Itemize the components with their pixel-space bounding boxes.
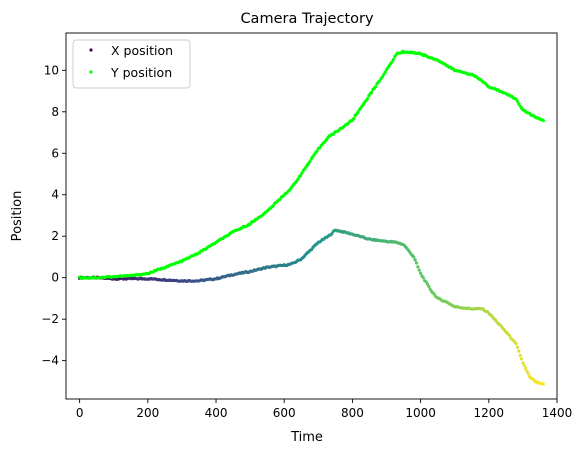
data-point [422, 276, 425, 279]
data-point [508, 334, 511, 337]
y-tick-label: −2 [41, 312, 59, 326]
legend-label-x-position: X position [111, 43, 173, 58]
x-tick-label: 400 [205, 406, 228, 420]
data-point [412, 256, 415, 259]
data-point [427, 285, 430, 288]
x-tick-label: 1000 [405, 406, 436, 420]
y-tick-label: 0 [51, 271, 59, 285]
y-tick-label: 8 [51, 105, 59, 119]
data-point [416, 265, 419, 268]
y-tick-label: 2 [51, 229, 59, 243]
data-point [517, 350, 520, 353]
data-point [374, 85, 377, 88]
y-tick-label: 6 [51, 146, 59, 160]
data-point [542, 382, 545, 385]
chart-title: Camera Trajectory [240, 11, 374, 27]
legend-label-y-position: Y position [110, 65, 172, 80]
data-point [520, 357, 523, 360]
x-tick-label: 1200 [474, 406, 505, 420]
data-point [516, 346, 519, 349]
data-point [366, 97, 369, 100]
data-point [370, 91, 373, 94]
legend-marker-y-position [89, 70, 92, 73]
data-point [419, 272, 422, 275]
data-point [542, 119, 545, 122]
y-tick-label: −4 [41, 354, 59, 368]
data-point [315, 150, 318, 153]
legend: X position Y position [73, 40, 190, 88]
x-tick-label: 600 [273, 406, 296, 420]
data-point [519, 354, 522, 357]
y-tick-label: 10 [44, 63, 59, 77]
data-point [523, 364, 526, 367]
data-point [392, 58, 395, 61]
x-tick-label: 200 [136, 406, 159, 420]
data-point [309, 160, 312, 163]
data-point [352, 117, 355, 120]
legend-marker-x-position [89, 48, 92, 51]
data-point [418, 269, 421, 272]
data-point [514, 342, 517, 345]
data-point [415, 261, 418, 264]
y-axis-label: Position [10, 191, 25, 242]
data-point [527, 372, 530, 375]
x-axis-label: Time [290, 430, 323, 445]
data-point [524, 367, 527, 370]
x-tick-label: 0 [76, 406, 84, 420]
x-tick-label: 800 [341, 406, 364, 420]
x-tick-label: 1400 [542, 406, 573, 420]
y-tick-label: 4 [51, 188, 59, 202]
data-point [414, 258, 417, 261]
